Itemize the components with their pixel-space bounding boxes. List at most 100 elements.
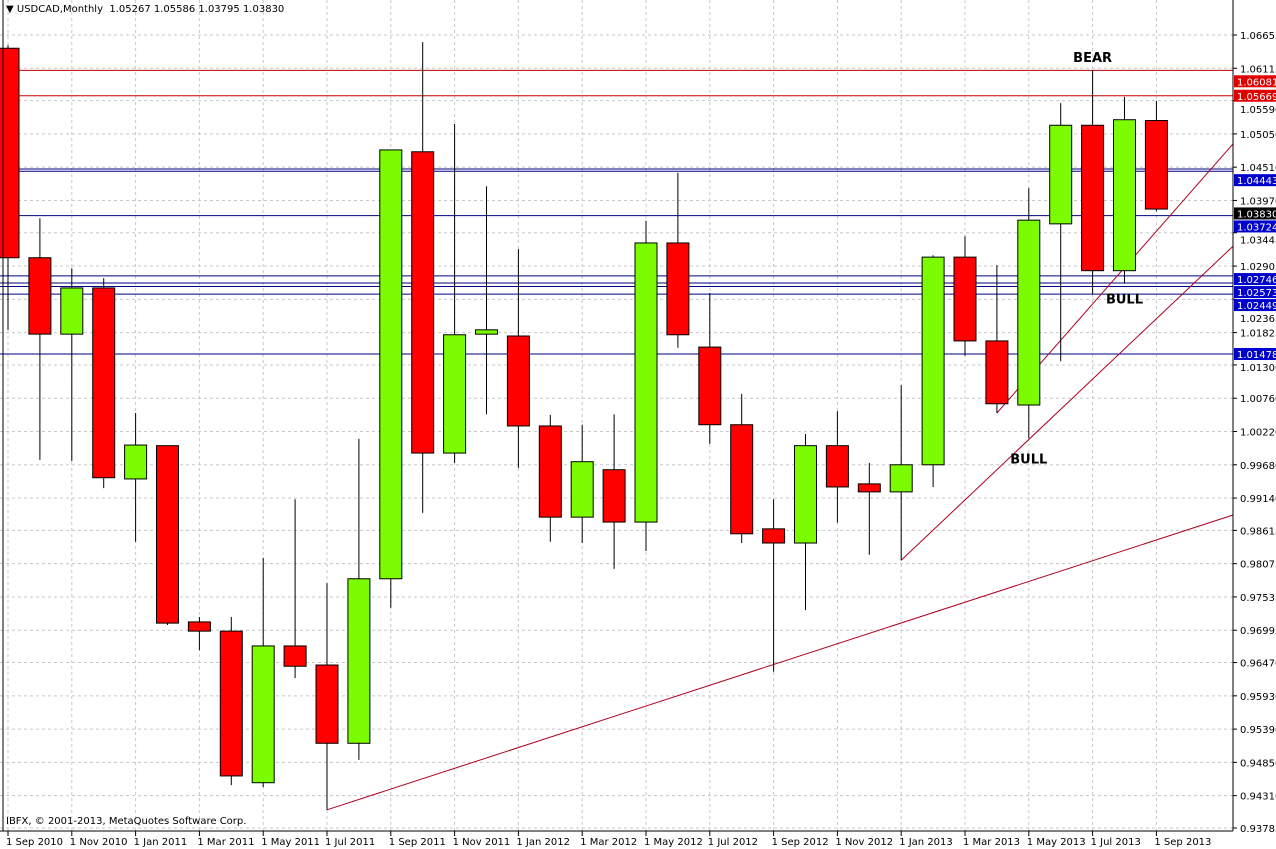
ohlc-label: 1.05267 1.05586 1.03795 1.03830 <box>109 4 285 15</box>
y-tick-label: 1.04510 <box>1240 163 1276 174</box>
price-level-label: 1.01478 <box>1237 350 1276 361</box>
price-level-label: 1.03724 <box>1237 222 1276 233</box>
x-tick-label: 1 Jan 2011 <box>134 837 188 848</box>
candles <box>0 42 1168 810</box>
bull-candle <box>124 444 148 480</box>
chart-header: ▼ USDCAD,Monthly 1.05267 1.05586 1.03795… <box>6 4 284 15</box>
trendline <box>900 245 1234 561</box>
bear-candle <box>825 445 849 488</box>
y-tick-label: 1.03445 <box>1240 235 1276 246</box>
bear-candle <box>0 47 20 259</box>
x-tick-label: 1 Jul 2012 <box>708 837 758 848</box>
x-tick-label: 1 May 2011 <box>261 837 320 848</box>
bear-candle <box>857 483 881 493</box>
price-level-label-bg <box>1234 347 1276 360</box>
x-tick-label: 1 Jan 2012 <box>516 837 570 848</box>
current-price-label: 1.03830 <box>1237 209 1276 220</box>
bear-candle <box>92 287 116 479</box>
bear-candle <box>506 335 530 427</box>
bear-candle <box>315 664 339 744</box>
bull-candle <box>794 445 817 544</box>
bear-candle <box>187 621 211 632</box>
triangle-down-icon[interactable]: ▼ <box>6 4 17 15</box>
price-level-label: 1.06081 <box>1237 77 1276 88</box>
price-level-label: 1.04443 <box>1237 176 1276 187</box>
trendline <box>326 514 1234 811</box>
bull-candle <box>889 464 913 493</box>
x-tick-label: 1 Nov 2010 <box>70 837 128 848</box>
y-tick-label: 0.96995 <box>1240 626 1276 637</box>
x-tick-label: 1 Mar 2011 <box>197 837 254 848</box>
x-tick-label: 1 Sep 2010 <box>6 837 63 848</box>
x-tick-label: 1 Sep 2011 <box>389 837 446 848</box>
x-tick-label: 1 Nov 2012 <box>835 837 893 848</box>
copyright-text: IBFX, © 2001-2013, MetaQuotes Software C… <box>6 816 247 827</box>
bull-candle <box>1113 119 1136 272</box>
current-price-label-bg <box>1234 207 1276 220</box>
bear-candle <box>156 445 179 624</box>
symbol-label: USDCAD,Monthly <box>16 4 103 15</box>
x-tick-label: 1 May 2013 <box>1027 837 1086 848</box>
bull-candle <box>60 287 84 335</box>
annotation-label: BEAR <box>1073 51 1112 66</box>
y-tick-label: 1.01825 <box>1240 329 1276 340</box>
price-level-label-bg <box>1234 174 1276 187</box>
bull-candle <box>475 329 498 335</box>
grid <box>0 0 1233 831</box>
bear-candle <box>730 424 754 535</box>
price-level-label: 1.02746 <box>1237 275 1276 286</box>
price-level-label-bg <box>1234 273 1276 286</box>
x-tick-label: 1 Jul 2011 <box>325 837 375 848</box>
y-tick-label: 0.93785 <box>1240 824 1276 835</box>
bear-candle <box>1081 124 1105 272</box>
bear-candle <box>283 645 307 667</box>
price-level-label-bg <box>1234 299 1276 312</box>
annotation-label: BULL <box>1106 292 1143 307</box>
x-tick-label: 1 Mar 2013 <box>963 837 1020 848</box>
x-tick-label: 1 Nov 2011 <box>453 837 511 848</box>
y-tick-label: 1.06115 <box>1240 64 1276 75</box>
bear-candle <box>1144 120 1168 210</box>
y-tick-label: 1.02905 <box>1240 262 1276 273</box>
x-tick-label: 1 Jan 2013 <box>899 837 953 848</box>
price-level-label-bg <box>1234 286 1276 299</box>
y-tick-label: 0.98615 <box>1240 526 1276 537</box>
price-level-label: 1.05669 <box>1237 92 1276 103</box>
bear-candle <box>666 242 690 336</box>
bear-candle <box>698 346 722 426</box>
annotations: BEAR BULL BULL <box>1010 51 1143 468</box>
y-tick-label: 1.02365 <box>1240 314 1276 325</box>
y-tick-label: 1.05590 <box>1240 105 1276 116</box>
bull-candle <box>347 578 371 744</box>
price-level-label: 1.02449 <box>1237 301 1276 312</box>
bull-candle <box>1017 219 1041 406</box>
y-tick-label: 1.00760 <box>1240 394 1276 405</box>
bull-candle <box>251 645 275 784</box>
x-tick-label: 1 Jul 2013 <box>1091 837 1141 848</box>
bear-candle <box>538 425 562 518</box>
price-level-label-bg <box>1234 75 1276 88</box>
bear-candle <box>411 151 435 454</box>
price-level-label-bg <box>1234 89 1276 102</box>
bull-candle <box>921 256 945 466</box>
bear-candle <box>219 630 243 777</box>
bull-candle <box>1049 124 1073 225</box>
y-tick-label: 1.05050 <box>1240 130 1276 141</box>
x-tick-label: 1 Sep 2012 <box>772 837 829 848</box>
bear-candle <box>953 256 977 342</box>
price-level-label: 1.02573 <box>1237 288 1276 299</box>
x-tick-label: 1 Mar 2012 <box>580 837 637 848</box>
bear-candle <box>602 469 626 523</box>
bull-candle <box>443 334 467 454</box>
y-tick-label: 0.97535 <box>1240 593 1276 604</box>
bear-candle <box>28 257 52 335</box>
